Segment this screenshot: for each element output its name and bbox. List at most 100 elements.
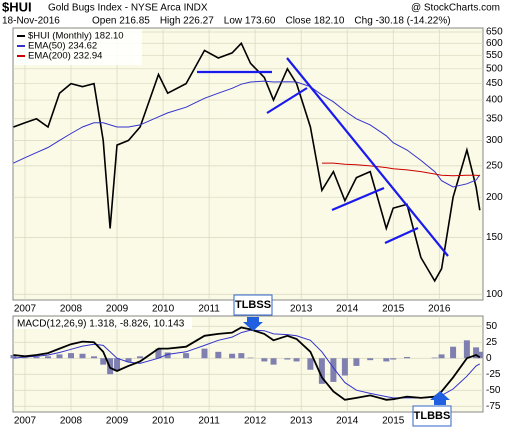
macd-panel xyxy=(12,315,484,413)
histogram-bar xyxy=(473,347,480,359)
histogram-bar xyxy=(125,358,132,363)
stat: Close 182.10 xyxy=(285,16,344,27)
stat: Open 216.85 xyxy=(92,16,150,27)
histogram-bar xyxy=(307,358,314,370)
y-tick-label: 450 xyxy=(486,78,503,89)
price-panel xyxy=(12,27,484,301)
annotation-box xyxy=(412,405,452,427)
y-tick-label: 50 xyxy=(486,321,498,332)
histogram-bar xyxy=(56,354,63,359)
histogram-bar xyxy=(91,356,98,359)
arrow-down xyxy=(243,317,263,331)
histogram-bar xyxy=(383,358,390,362)
histogram-bar xyxy=(114,358,121,372)
annotation: TLBBS xyxy=(414,410,451,422)
watermark: @ StockCharts.com xyxy=(411,3,500,14)
y-tick-label: -25 xyxy=(486,369,501,380)
x-tick-label: 2009 xyxy=(106,416,129,427)
annotation-box xyxy=(233,294,273,316)
histogram-bar xyxy=(10,355,17,359)
subtitle: Gold Bugs Index - NYSE Arca INDX xyxy=(48,3,208,14)
legend-label: $HUI (Monthly) 182.10 xyxy=(28,31,124,42)
trend-line xyxy=(286,57,449,257)
x-tick-label: 2009 xyxy=(106,304,129,315)
x-tick-label: 2014 xyxy=(336,304,359,315)
histogram-bar xyxy=(284,358,291,360)
y-tick-label: 400 xyxy=(486,95,503,106)
y-tick-label: -50 xyxy=(486,385,501,396)
x-tick-label: 2016 xyxy=(428,304,451,315)
legend-label: EMA(200) 232.94 xyxy=(28,51,102,62)
x-tick-label: 2014 xyxy=(336,416,359,427)
histogram-bar xyxy=(100,358,107,365)
x-tick-label: 2010 xyxy=(152,416,175,427)
histogram-bar xyxy=(33,356,40,359)
macd-title: MACD(12,26,9) 1.318, -8.826, 10.143 xyxy=(17,319,185,330)
y-tick-label: 350 xyxy=(486,113,503,124)
histogram-bar xyxy=(68,353,75,359)
y-tick-label: 500 xyxy=(486,63,503,74)
price-line xyxy=(13,41,481,283)
x-tick-label: 2015 xyxy=(382,304,405,315)
y-tick-label: 150 xyxy=(486,232,503,243)
x-tick-label: 2010 xyxy=(152,304,175,315)
histogram-bar xyxy=(476,351,483,359)
y-tick-label: 600 xyxy=(486,38,503,49)
y-tick-label: 250 xyxy=(486,161,503,172)
date: 18-Nov-2016 xyxy=(2,16,60,27)
macd-line xyxy=(13,326,481,401)
x-tick-label: 2011 xyxy=(198,416,220,427)
histogram-bar xyxy=(330,358,337,382)
macd-legend xyxy=(14,317,192,329)
y-tick-label: 25 xyxy=(486,337,498,348)
x-tick-label: 2015 xyxy=(382,416,405,427)
x-tick-label: 2007 xyxy=(14,416,37,427)
histogram-bar xyxy=(155,348,162,359)
x-tick-label: 2008 xyxy=(60,304,83,315)
legend xyxy=(14,29,142,65)
histogram-bar xyxy=(404,356,411,359)
histogram-bar xyxy=(438,354,445,359)
ema-line xyxy=(13,80,481,188)
histogram-bar xyxy=(293,358,300,362)
histogram-bar xyxy=(164,352,171,359)
y-tick-label: 300 xyxy=(486,135,503,146)
histogram-bar xyxy=(79,353,86,359)
x-tick-label: 2007 xyxy=(14,304,37,315)
histogram-bar xyxy=(261,358,268,362)
ema-line xyxy=(321,162,480,177)
x-tick-label: 2013 xyxy=(290,304,313,315)
annotation: TLBSS xyxy=(235,299,271,311)
trend-lines xyxy=(197,57,449,257)
trend-line xyxy=(384,226,419,245)
histogram-bar xyxy=(137,356,144,359)
histogram-bar xyxy=(201,348,208,359)
y-tick-label: 100 xyxy=(486,289,503,300)
histogram-bar xyxy=(183,353,190,359)
histogram-bar xyxy=(44,356,51,359)
histogram-bar xyxy=(450,346,457,359)
histogram-bar xyxy=(215,351,222,359)
histogram-bar xyxy=(390,358,397,360)
stat: Low 173.60 xyxy=(224,16,276,27)
histogram-bar xyxy=(229,353,236,359)
histogram-bar xyxy=(431,357,438,359)
histogram-bar xyxy=(367,358,374,361)
y-tick-label: 650 xyxy=(486,27,503,38)
title: $HUI xyxy=(2,0,32,14)
trend-line xyxy=(266,87,308,114)
y-tick-label: -75 xyxy=(486,401,501,412)
histogram-bar xyxy=(463,340,470,359)
histogram-bar xyxy=(353,358,360,366)
x-tick-label: 2012 xyxy=(244,416,267,427)
stat: Chg -30.18 (-14.22%) xyxy=(354,16,450,27)
histogram-bar xyxy=(238,353,245,359)
legend-label: EMA(50) 234.62 xyxy=(28,41,97,52)
trend-line xyxy=(331,186,385,212)
x-tick-label: 2011 xyxy=(198,304,220,315)
y-tick-label: 0 xyxy=(486,353,492,364)
y-tick-label: 550 xyxy=(486,50,503,61)
stat: High 226.27 xyxy=(160,16,214,27)
histogram-bar xyxy=(270,358,277,365)
